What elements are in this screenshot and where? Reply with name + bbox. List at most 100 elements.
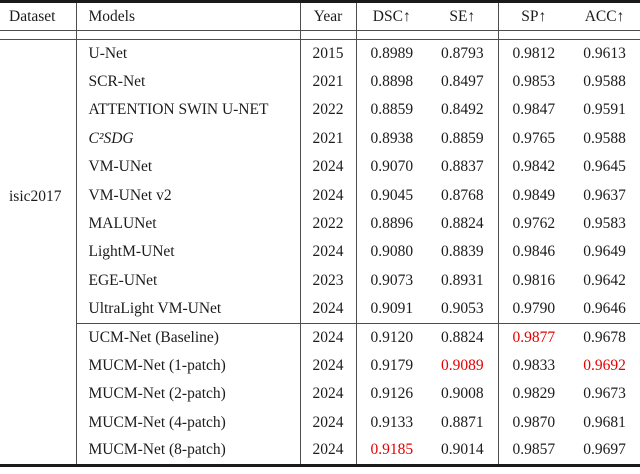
header-acc: ACC↑ — [569, 1, 640, 31]
year-cell: 2024 — [300, 238, 357, 267]
model-cell: MUCM-Net (1-patch) — [76, 351, 301, 381]
dsc-value-cell: 0.9070 — [370, 158, 414, 176]
acc-value-cell: 0.9673 — [583, 385, 626, 403]
acc-value-cell: 0.9697 — [583, 441, 626, 459]
sp-value-cell: 0.9762 — [512, 215, 556, 233]
sp-value-cell: 0.9847 — [512, 101, 556, 119]
spacer-cell — [356, 30, 427, 40]
acc-value-cell: 0.9591 — [583, 101, 626, 119]
acc-value-cell: 0.9649 — [583, 243, 626, 261]
table-row: VM-UNet v2 2024 0.9045 0.8768 0.9849 0.9637 — [0, 181, 640, 210]
year-cell: 2022 — [300, 209, 357, 239]
table-row: EGE-UNet 2023 0.9073 0.8931 0.9816 0.9642 — [0, 266, 640, 296]
dsc-value-cell: 0.8859 — [370, 101, 414, 119]
dsc-value-cell: 0.8938 — [370, 129, 414, 147]
header-dataset: Dataset — [0, 1, 77, 31]
acc-value-cell: 0.9646 — [583, 299, 626, 317]
dsc-value-cell: 0.9179 — [370, 356, 414, 374]
table-row: MUCM-Net (8-patch) 2024 0.9185 0.9014 0.9857… — [0, 436, 640, 466]
header-sp: SP↑ — [498, 1, 569, 31]
table-row: MUCM-Net (1-patch) 2024 0.9179 0.9089 0.9833… — [0, 351, 640, 381]
header-row: Dataset Models Year DSC↑ SE↑ SP↑ ACC↑ — [0, 1, 640, 31]
model-cell: MUCM-Net (4-patch) — [76, 408, 301, 437]
se-value-cell: 0.8931 — [427, 266, 499, 296]
dsc-value-cell: 0.8989 — [370, 44, 414, 62]
acc-value-cell: 0.9645 — [583, 158, 626, 176]
year-cell: 2024 — [300, 436, 357, 466]
year-cell: 2021 — [300, 67, 357, 97]
sp-value-cell: 0.9765 — [512, 129, 556, 147]
se-value-cell: 0.8839 — [427, 238, 499, 267]
spacer-cell — [76, 30, 301, 40]
model-cell: U-Net — [76, 39, 301, 68]
acc-value-cell: 0.9642 — [583, 271, 626, 289]
model-cell: MUCM-Net (8-patch) — [76, 436, 301, 466]
year-cell: 2024 — [300, 153, 357, 182]
year-cell: 2021 — [300, 124, 357, 154]
dataset-cell: isic2017 — [0, 39, 77, 466]
year-cell: 2024 — [300, 322, 357, 352]
se-value-cell: 0.9008 — [427, 380, 499, 409]
dsc-value-cell: 0.9091 — [370, 299, 414, 317]
sp-value-cell: 0.9846 — [512, 243, 556, 261]
spacer-cell — [569, 30, 640, 40]
year-cell: 2024 — [300, 181, 357, 210]
table-row: UltraLight VM-UNet 2024 0.9091 0.9053 0.9790… — [0, 295, 640, 324]
table-row: VM-UNet 2024 0.9070 0.8837 0.9842 0.9645 — [0, 153, 640, 182]
sp-value-cell: 0.9842 — [512, 158, 556, 176]
model-cell: VM-UNet — [76, 153, 301, 182]
acc-value-cell: 0.9678 — [569, 322, 640, 352]
sp-value-cell: 0.9877 — [498, 322, 569, 352]
year-cell: 2023 — [300, 266, 357, 296]
sp-value-cell: 0.9812 — [512, 44, 556, 62]
sp-value-cell: 0.9816 — [512, 271, 556, 289]
table-row: LightM-UNet 2024 0.9080 0.8839 0.9846 0.9649 — [0, 238, 640, 267]
spacer-cell — [300, 30, 357, 40]
se-value-cell: 0.8824 — [427, 209, 499, 239]
dsc-value-cell: 0.9120 — [356, 322, 427, 352]
dsc-value-cell: 0.9185 — [370, 441, 414, 459]
header-se: SE↑ — [427, 1, 499, 31]
table-row: MUCM-Net (2-patch) 2024 0.9126 0.9008 0.9829… — [0, 380, 640, 409]
table-row: UCM-Net (Baseline) 2024 0.9120 0.8824 0.9877… — [0, 322, 640, 352]
dsc-value-cell: 0.9045 — [370, 186, 414, 204]
sp-value-cell: 0.9790 — [512, 299, 556, 317]
acc-value-cell: 0.9692 — [583, 356, 626, 374]
header-dsc: DSC↑ — [356, 1, 427, 31]
model-cell: ATTENTION SWIN U-NET — [76, 96, 301, 125]
spacer-cell — [427, 30, 499, 40]
se-value-cell: 0.9053 — [427, 295, 499, 324]
sp-value-cell: 0.9829 — [512, 385, 556, 403]
model-cell: LightM-UNet — [76, 238, 301, 267]
spacer-cell — [0, 30, 77, 40]
dsc-value-cell: 0.9133 — [370, 413, 414, 431]
model-cell: UCM-Net (Baseline) — [76, 322, 301, 352]
table-row: SCR-Net 2021 0.8898 0.8497 0.9853 0.9588 — [0, 67, 640, 97]
se-value-cell: 0.9014 — [427, 436, 499, 466]
acc-value-cell: 0.9588 — [583, 129, 626, 147]
year-cell: 2024 — [300, 380, 357, 409]
se-value-cell: 0.9089 — [427, 351, 499, 381]
model-cell: MUCM-Net (2-patch) — [76, 380, 301, 409]
acc-value-cell: 0.9588 — [583, 73, 626, 91]
model-cell: EGE-UNet — [76, 266, 301, 296]
sp-value-cell: 0.9833 — [512, 356, 556, 374]
se-value-cell: 0.8859 — [427, 124, 499, 154]
table-body: isic2017 U-Net 2015 0.8989 0.8793 0.9812 0.961… — [0, 39, 640, 466]
table-row: MALUNet 2022 0.8896 0.8824 0.9762 0.9583 — [0, 209, 640, 239]
se-value-cell: 0.8492 — [427, 96, 499, 125]
sp-value-cell: 0.9870 — [512, 413, 556, 431]
header-models: Models — [76, 1, 301, 31]
table-row: MUCM-Net (4-patch) 2024 0.9133 0.8871 0.9870… — [0, 408, 640, 437]
dsc-value-cell: 0.8898 — [370, 73, 414, 91]
model-cell: C²SDG — [76, 124, 301, 154]
model-cell: VM-UNet v2 — [76, 181, 301, 210]
year-cell: 2024 — [300, 408, 357, 437]
spacer-cell — [498, 30, 569, 40]
se-value-cell: 0.8871 — [427, 408, 499, 437]
acc-value-cell: 0.9681 — [583, 413, 626, 431]
table-row: ATTENTION SWIN U-NET 2022 0.8859 0.8492 0.98… — [0, 96, 640, 125]
dsc-value-cell: 0.9073 — [370, 271, 414, 289]
